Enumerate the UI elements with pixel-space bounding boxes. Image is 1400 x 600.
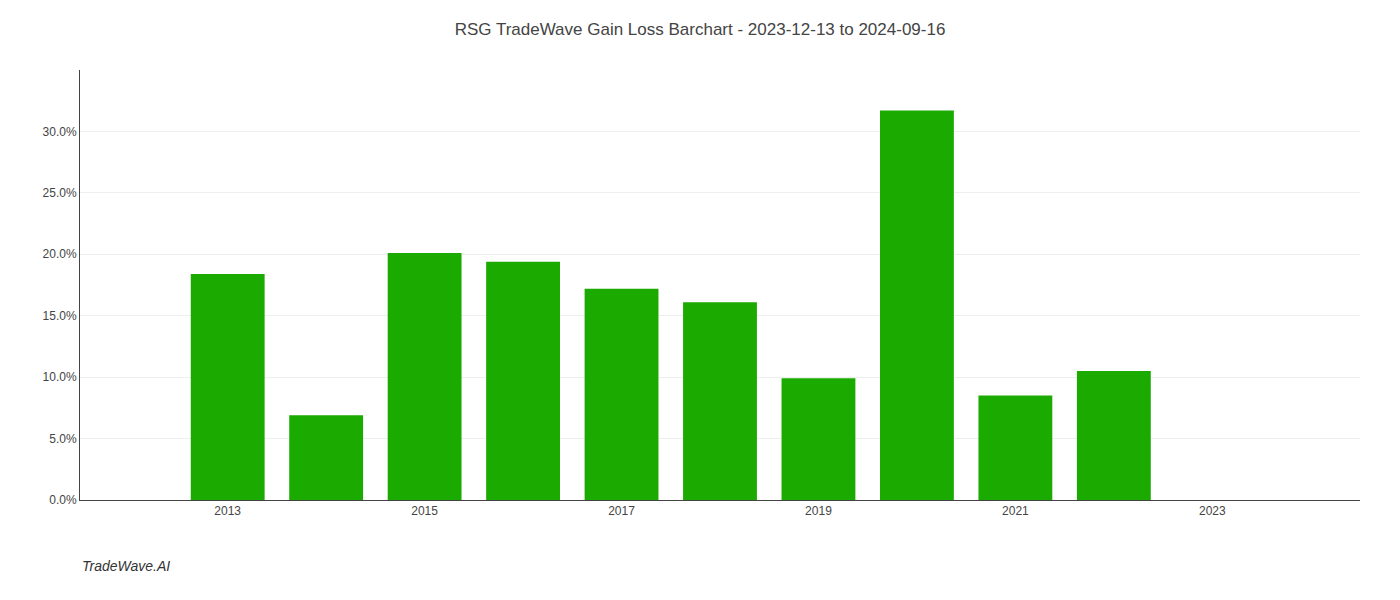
svg-text:15.0%: 15.0%: [43, 309, 77, 323]
svg-text:0.0%: 0.0%: [49, 493, 77, 507]
svg-text:20.0%: 20.0%: [43, 247, 77, 261]
svg-text:2017: 2017: [608, 504, 635, 518]
svg-text:30.0%: 30.0%: [43, 125, 77, 139]
svg-text:2013: 2013: [214, 504, 241, 518]
svg-text:25.0%: 25.0%: [43, 186, 77, 200]
svg-text:10.0%: 10.0%: [43, 370, 77, 384]
svg-text:TradeWave.AI: TradeWave.AI: [82, 558, 170, 574]
svg-text:5.0%: 5.0%: [49, 432, 77, 446]
svg-text:2015: 2015: [411, 504, 438, 518]
svg-text:RSG TradeWave Gain Loss Barcha: RSG TradeWave Gain Loss Barchart - 2023-…: [455, 20, 946, 39]
svg-text:2023: 2023: [1199, 504, 1226, 518]
svg-text:2021: 2021: [1002, 504, 1029, 518]
svg-text:2019: 2019: [805, 504, 832, 518]
